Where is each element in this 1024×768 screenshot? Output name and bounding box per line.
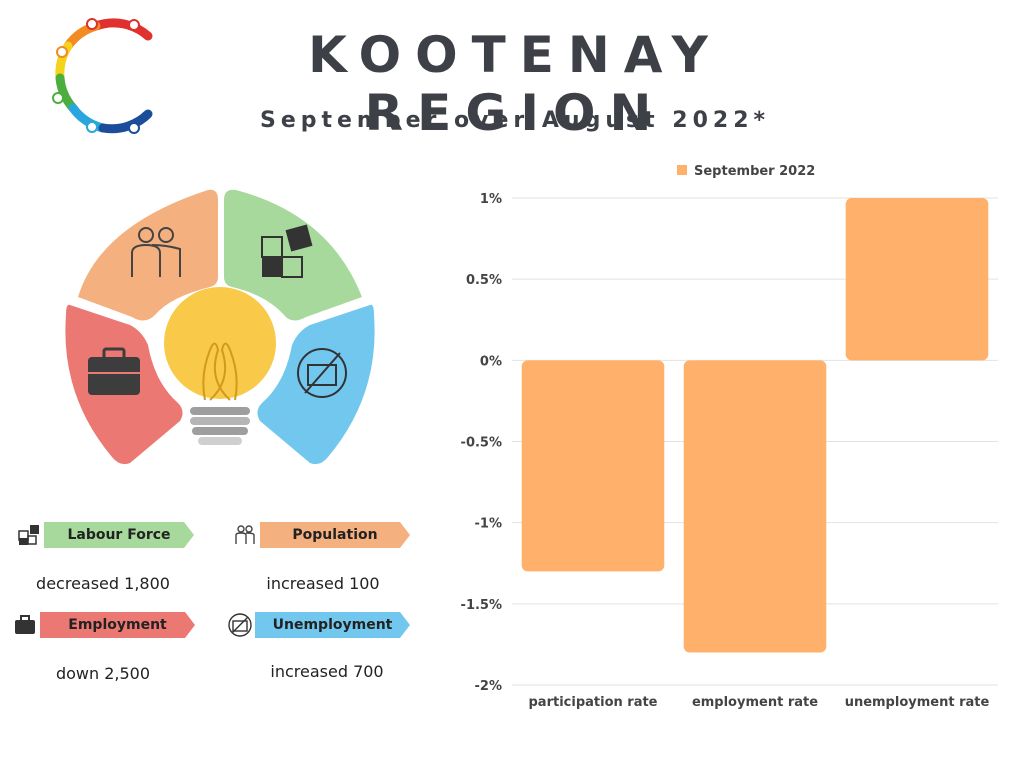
x-tick-label: participation rate: [529, 695, 658, 710]
puzzle-icon: [14, 520, 44, 550]
employment-value: down 2,500: [55, 664, 151, 683]
legend-label: September 2022: [694, 164, 815, 179]
unemployment-value: increased 700: [270, 662, 384, 681]
y-tick-label: -0.5%: [461, 436, 502, 451]
bar-employment-rate: [683, 360, 827, 653]
briefcase-icon: [10, 610, 40, 640]
unemployment-tag: Unemployment: [225, 612, 410, 638]
x-tick-label: employment rate: [692, 695, 818, 710]
no-briefcase-icon: [297, 348, 347, 398]
briefcase-icon: [88, 347, 140, 395]
bar-participation-rate: [521, 360, 665, 572]
y-tick-label: 1%: [480, 192, 502, 207]
no-briefcase-icon: [225, 610, 255, 640]
y-tick-label: 0%: [480, 354, 502, 369]
segment-population: [78, 189, 218, 321]
labour-force-value: decreased 1,800: [36, 574, 170, 593]
y-tick-label: 0.5%: [466, 273, 502, 288]
people-icon: [131, 227, 181, 277]
bulb: [164, 287, 276, 399]
employment-label: Employment: [40, 612, 195, 638]
x-tick-label: unemployment rate: [845, 695, 990, 710]
segment-labour-force: [224, 189, 362, 321]
people-icon: [230, 520, 260, 550]
bar-unemployment-rate: [845, 198, 989, 361]
employment-tag: Employment: [10, 612, 195, 638]
puzzle-icon: [261, 224, 313, 278]
population-value: increased 100: [266, 574, 380, 593]
y-tick-label: -1.5%: [461, 598, 502, 613]
y-tick-label: -1%: [475, 517, 502, 532]
population-tag: Population: [230, 522, 410, 548]
y-tick-label: -2%: [475, 679, 502, 694]
legend-swatch: [677, 165, 687, 175]
page-title: KOOTENAY REGION: [308, 26, 722, 142]
page-subtitle: September over August 2022*: [259, 108, 771, 133]
labour-force-tag: Labour Force: [14, 522, 194, 548]
lightbulb-infographic: [65, 189, 375, 465]
unemployment-label: Unemployment: [255, 612, 410, 638]
bar-chart: September 2022 1% 0.5% 0% -0.5% -1% -1.5% -2% pa…: [461, 164, 998, 710]
population-label: Population: [260, 522, 410, 548]
labour-force-label: Labour Force: [44, 522, 194, 548]
logo-icon: [52, 18, 153, 134]
